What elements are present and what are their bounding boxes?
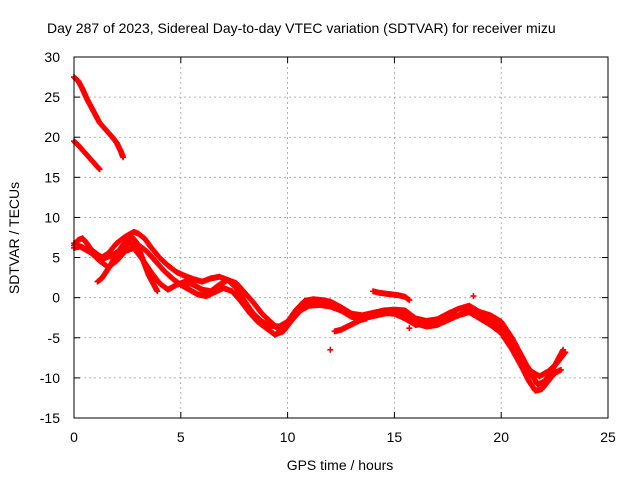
data-point-run [242, 290, 256, 305]
data-point-run [88, 157, 98, 167]
data-point-run [101, 125, 111, 135]
x-tick-label: 25 [600, 429, 616, 445]
data-point-run [114, 249, 128, 263]
grid [74, 57, 608, 418]
y-axis-label: SDTVAR / TECUs [6, 182, 22, 294]
data-point-run [545, 371, 557, 384]
data-point [425, 320, 432, 327]
data-point-run [208, 282, 222, 294]
data-point-run [120, 237, 130, 247]
x-tick-label: 10 [280, 429, 296, 445]
y-tick-label: -10 [40, 370, 60, 386]
data-point-run [546, 361, 559, 374]
data-point-run [161, 268, 175, 281]
data-point-run [80, 148, 89, 157]
data-point-run [251, 300, 265, 316]
data-point-run [129, 234, 139, 244]
data-point-run [498, 331, 515, 351]
data-point-run [148, 270, 162, 286]
x-axis-label: GPS time / hours [287, 457, 394, 473]
data-point-run [285, 310, 299, 327]
data-point-run [255, 319, 269, 331]
data-point-run [76, 143, 85, 153]
series-track-early-steep [94, 233, 161, 295]
data-point-run [71, 139, 81, 148]
data-point-run [259, 311, 273, 324]
data-point-run [95, 276, 104, 284]
data-point [96, 166, 103, 173]
data-point-run [80, 236, 89, 246]
y-tick-label: 10 [44, 209, 60, 225]
data-point-run [234, 281, 248, 295]
data-point-run [488, 317, 504, 331]
data-point-run [153, 258, 166, 273]
data-point-run [89, 250, 102, 263]
data-point-run [499, 326, 515, 345]
data-point-run [554, 350, 568, 366]
data-point-run [238, 298, 252, 315]
data-point-run [293, 300, 307, 315]
data-point [406, 325, 413, 332]
data-point-run [520, 366, 532, 383]
data-point-run [234, 286, 248, 304]
data-points [71, 74, 569, 394]
data-point-run [229, 289, 243, 303]
data-point [154, 288, 161, 295]
data-point-run [509, 347, 525, 371]
data-point-run [84, 152, 94, 162]
y-tick-label: -15 [40, 410, 60, 426]
x-tick-label: 15 [387, 429, 403, 445]
data-point-run [136, 231, 147, 241]
series-outliers [327, 293, 477, 353]
y-tick-label: 0 [52, 290, 60, 306]
data-point-run [148, 245, 162, 260]
data-point [470, 293, 477, 300]
data-point-run [539, 379, 551, 392]
data-point-run [106, 241, 119, 256]
data-point [558, 366, 565, 373]
data-point-run [498, 319, 515, 340]
chart-title: Day 287 of 2023, Sidereal Day-to-day VTE… [47, 20, 556, 36]
data-point [120, 154, 127, 161]
data-point [562, 349, 569, 356]
y-tick-label: 15 [44, 169, 60, 185]
data-point-run [144, 249, 158, 263]
plot-frame [73, 56, 609, 419]
series-track-12-13h [331, 315, 370, 335]
y-tick-label: 30 [44, 49, 60, 65]
data-point-run [403, 294, 412, 303]
data-point-run [71, 74, 81, 84]
data-point [327, 346, 334, 353]
data-point-run [114, 234, 128, 246]
data-point-run [97, 120, 107, 130]
series-track-14h [370, 288, 413, 304]
series-track-high-2 [71, 138, 103, 173]
y-tick-label: 25 [44, 89, 60, 105]
data-point-run [142, 236, 154, 250]
y-tick-label: -5 [48, 330, 61, 346]
data-point-run [520, 358, 534, 374]
x-tick-label: 20 [493, 429, 509, 445]
data-point-run [106, 130, 115, 140]
data-point-run [247, 310, 260, 324]
x-tick-label: 5 [177, 429, 185, 445]
data-point [406, 297, 413, 304]
data-point-run [509, 340, 525, 363]
data-point-run [488, 322, 504, 336]
data-point-run [157, 255, 171, 268]
axis-ticks: 0 5 10 15 20 25 -15 -10 -5 0 5 10 15 20 25 30 [40, 49, 616, 445]
x-tick-label: 0 [70, 429, 78, 445]
data-point-run [93, 162, 102, 172]
data-point [363, 315, 370, 322]
data-point-run [541, 371, 553, 384]
y-tick-label: 5 [52, 250, 60, 266]
data-point-run [403, 308, 418, 321]
data-point-run [166, 263, 179, 275]
data-point-run [131, 229, 141, 237]
y-tick-label: 20 [44, 129, 60, 145]
